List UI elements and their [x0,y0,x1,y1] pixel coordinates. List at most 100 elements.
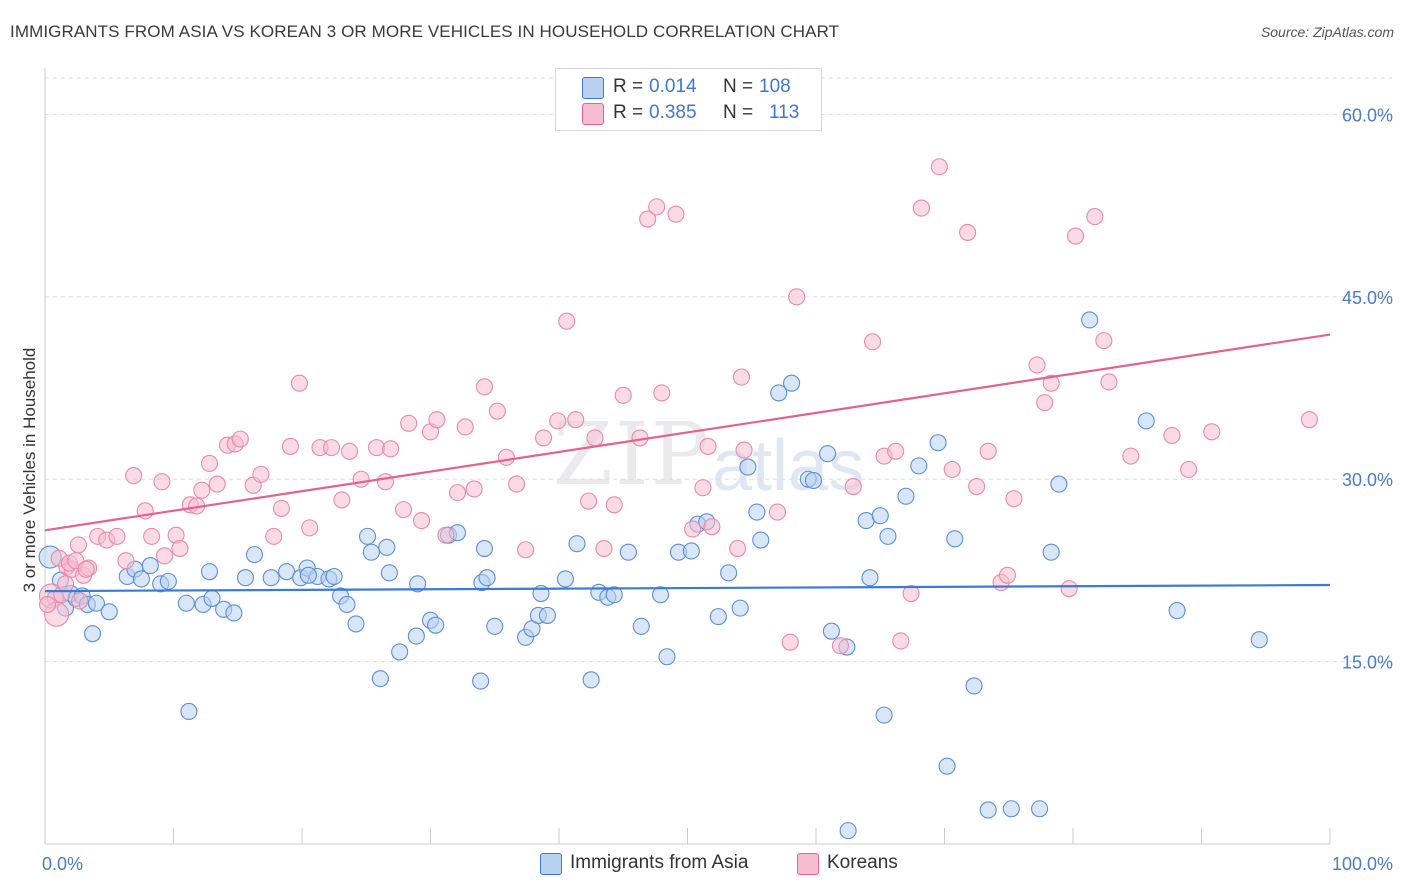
point-koreans [171,539,189,558]
point-koreans [648,198,666,216]
point-koreans [684,520,702,538]
point-koreans [558,312,576,330]
x-tick-label: 100.0% [1332,854,1393,874]
legend-n-value: 113 [769,102,800,123]
point-koreans [580,492,598,510]
point-koreans [77,560,95,578]
point-koreans [768,503,787,521]
point-koreans [887,442,905,460]
point-koreans [639,210,657,228]
stats-legend: R = 0.014 N = 108 R = 0.385 N = 113 [555,68,822,131]
point-koreans [382,440,400,458]
point-immigrants [427,616,445,634]
point-immigrants [875,706,893,724]
watermark-atlas: atlas [712,426,865,506]
point-immigrants [632,617,650,635]
point-koreans [437,526,455,544]
point-koreans [412,512,431,530]
point-immigrants [1002,800,1020,818]
point-koreans [1005,490,1023,508]
axes [44,68,1331,845]
point-koreans [117,552,135,570]
point-koreans [448,484,467,502]
point-koreans [376,473,395,491]
point-koreans [265,527,283,545]
point-immigrants [362,543,380,561]
point-koreans [735,441,753,459]
point-immigrants [380,564,398,582]
point-immigrants [605,586,623,604]
point-koreans [517,541,535,559]
point-koreans [1086,208,1104,226]
point-koreans [1067,227,1085,245]
x-tick-label: 0.0% [42,854,83,874]
point-immigrants [857,512,875,530]
y-tick-label: 45.0% [1342,288,1393,308]
point-koreans [193,481,211,499]
point-koreans [39,595,57,614]
trend-lines [44,333,1331,593]
point-koreans [1036,394,1054,412]
legend-label-koreans: Koreans [827,852,898,873]
point-immigrants [407,627,425,645]
point-immigrants [262,569,280,587]
point-immigrants [378,538,396,556]
point-immigrants [651,586,670,604]
point-koreans [208,475,226,493]
point-immigrants [739,458,757,476]
legend-r-value: 0.385 [649,102,697,123]
legend-r-label: R = [613,102,644,123]
y-tick-label: 30.0% [1342,470,1393,490]
point-koreans [71,592,89,610]
point-koreans [143,527,161,545]
point-immigrants [409,575,427,593]
point-immigrants [325,567,343,586]
legend-swatch-immigrants [582,77,604,99]
point-koreans [1028,356,1046,374]
point-immigrants [1137,412,1155,430]
point-koreans [301,519,319,537]
point-immigrants [475,539,494,558]
point-immigrants [1250,631,1268,649]
point-immigrants [132,570,150,588]
point-immigrants [979,801,997,819]
trendline-immigrants [44,583,1331,593]
legend-r-value: 0.014 [649,76,697,97]
point-immigrants [770,384,788,402]
point-immigrants [87,594,105,612]
series-immigrants-points [38,311,1268,840]
point-immigrants [822,622,840,640]
point-koreans [69,536,87,554]
point-koreans [667,205,685,223]
point-immigrants [141,557,159,575]
point-koreans [912,199,930,217]
point-koreans [153,473,171,491]
point-immigrants [783,374,801,392]
legend-n-label: N = [723,102,754,123]
point-immigrants [946,530,964,548]
chart-title: IMMIGRANTS FROM ASIA VS KOREAN 3 OR MORE… [10,22,840,41]
point-immigrants [929,434,947,452]
point-immigrants [965,677,983,695]
point-koreans [394,501,413,519]
point-immigrants [278,563,296,581]
point-immigrants [358,527,377,545]
point-koreans [943,460,961,479]
point-immigrants [556,570,574,588]
point-koreans [1042,374,1060,392]
point-koreans [323,439,341,457]
point-koreans [694,479,712,497]
point-koreans [1203,423,1221,441]
point-koreans [125,467,143,485]
point-koreans [586,429,604,447]
point-immigrants [582,671,600,689]
point-immigrants [347,615,365,633]
point-koreans [567,411,585,429]
point-koreans [549,412,567,430]
legend-swatch-immigrants [540,853,562,875]
legend-label-immigrants: Immigrants from Asia [570,852,749,873]
point-koreans [844,477,862,496]
point-koreans [732,368,751,386]
point-immigrants [1081,311,1099,329]
series-legend: Immigrants from Asia Koreans [0,852,1406,878]
